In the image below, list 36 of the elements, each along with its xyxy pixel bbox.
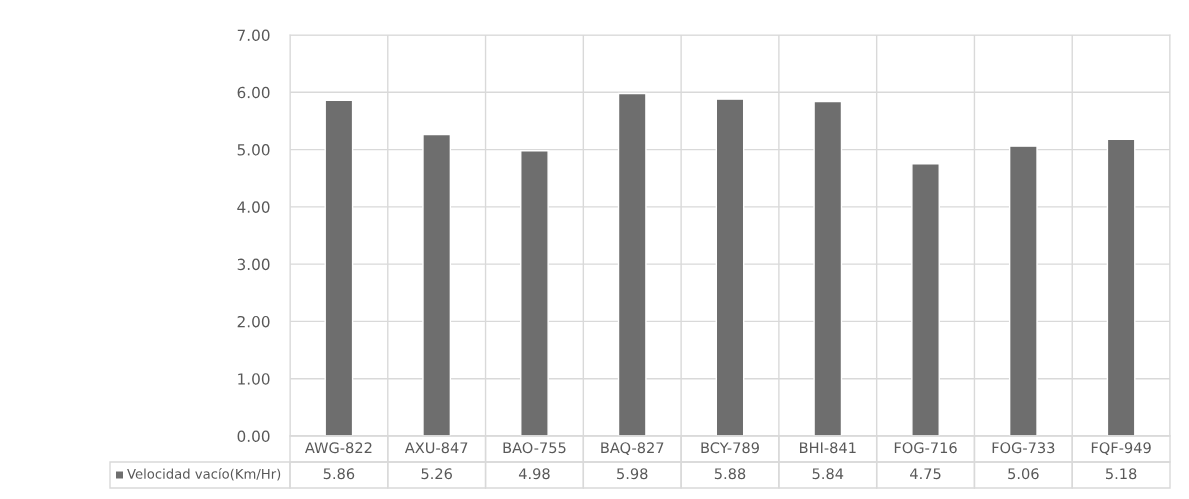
bar bbox=[715, 98, 745, 436]
y-tick-label: 6.00 bbox=[237, 86, 270, 99]
x-tick-label: BCY-789 bbox=[701, 442, 759, 454]
x-tick-label: BAO-755 bbox=[503, 442, 566, 454]
y-tick-label: 2.00 bbox=[237, 315, 270, 328]
data-label: 5.84 bbox=[812, 468, 844, 480]
y-tick-label: 1.00 bbox=[238, 373, 270, 385]
legend-label: Velocidad vacío(Km/Hr) bbox=[127, 468, 281, 481]
bar bbox=[911, 163, 940, 436]
data-label: 5.86 bbox=[323, 468, 355, 480]
data-label: 5.88 bbox=[714, 468, 746, 480]
y-tick-label: 7.00 bbox=[237, 29, 270, 42]
bar bbox=[520, 150, 549, 436]
data-label: 5.18 bbox=[1106, 468, 1137, 480]
data-label: 5.26 bbox=[421, 468, 452, 480]
bar bbox=[1008, 145, 1038, 436]
x-tick-label: BAQ-827 bbox=[601, 442, 664, 455]
bar bbox=[422, 133, 452, 436]
bar bbox=[324, 99, 354, 436]
bar bbox=[1106, 138, 1136, 436]
x-tick-label: AWG-822 bbox=[305, 442, 372, 454]
x-tick-label: BHI-841 bbox=[800, 442, 856, 454]
y-tick-label: 4.00 bbox=[237, 201, 270, 213]
y-tick-label: 0.00 bbox=[237, 430, 270, 443]
x-tick-label: AXU-847 bbox=[404, 442, 468, 454]
y-tick-label: 3.00 bbox=[237, 258, 270, 271]
y-tick-label: 5.00 bbox=[237, 144, 270, 156]
data-label: 4.98 bbox=[518, 468, 550, 480]
x-tick-label: FOG-716 bbox=[894, 442, 957, 454]
x-tick-label: FQF-949 bbox=[1091, 442, 1151, 455]
bar bbox=[617, 92, 647, 436]
bar bbox=[813, 100, 843, 436]
data-label: 4.75 bbox=[910, 468, 941, 480]
x-tick-label: FOG-733 bbox=[992, 442, 1055, 454]
data-label: 5.06 bbox=[1008, 468, 1039, 480]
data-label: 5.98 bbox=[617, 468, 648, 480]
